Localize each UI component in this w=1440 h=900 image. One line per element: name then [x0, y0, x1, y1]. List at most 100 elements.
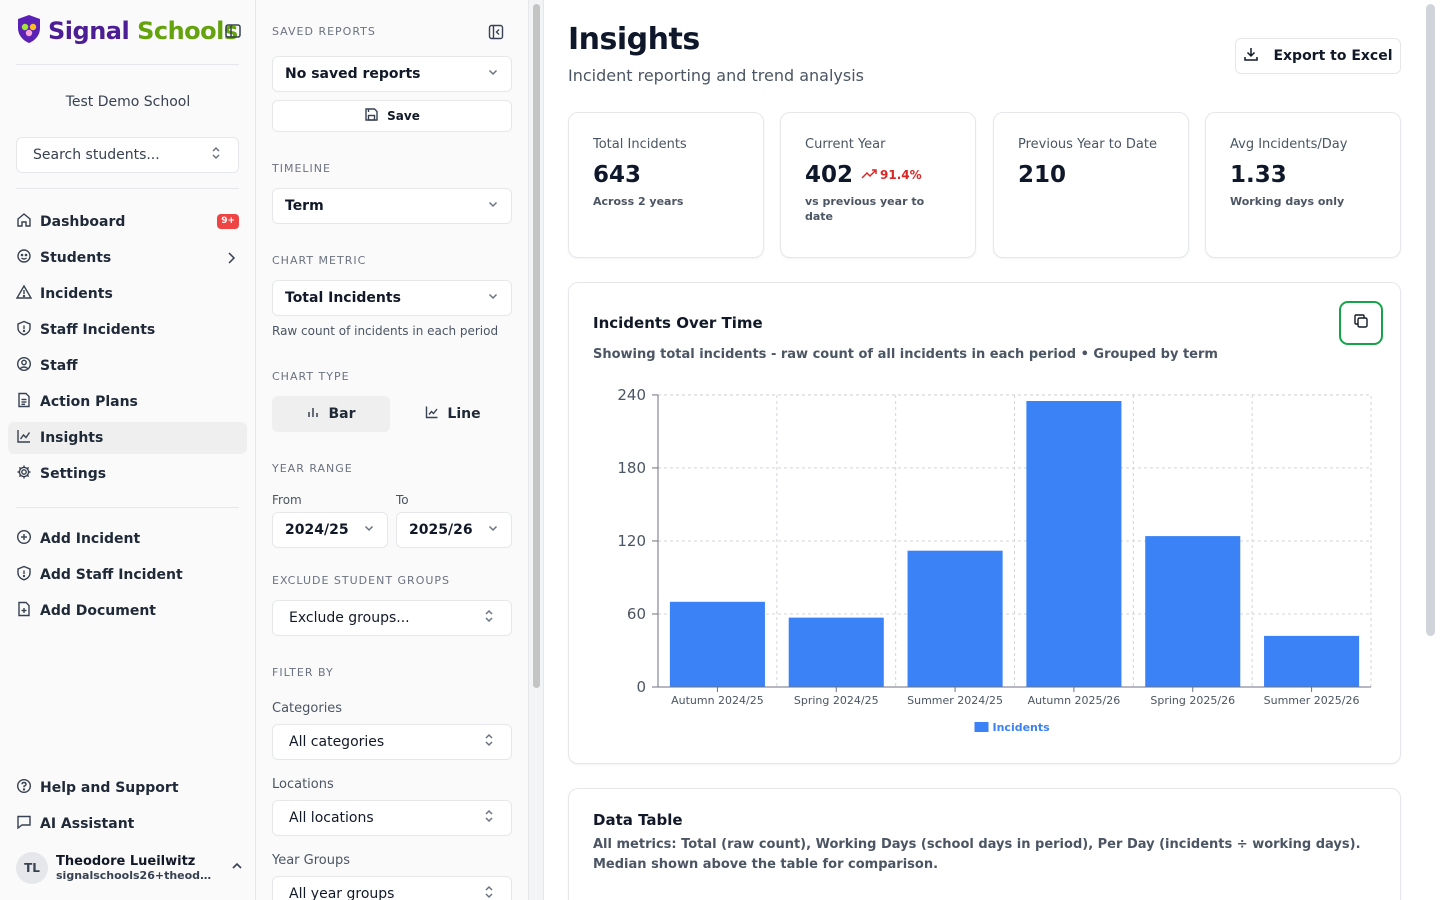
chevron-right-icon [223, 250, 239, 270]
year-to-select[interactable]: 2025/26 [396, 512, 512, 548]
x-tick-label: Summer 2024/25 [907, 694, 1003, 707]
chart-type-bar-toggle[interactable]: Bar [272, 396, 390, 432]
select-value: All locations [289, 810, 374, 826]
incidents-bar-chart: 0 60 120 180 240 Autumn 2024/25 Spring 2024/25… [617, 386, 1372, 734]
nav-label: Add Staff Incident [40, 567, 183, 583]
timeline-select[interactable]: Term [272, 188, 512, 224]
chart-title: Incidents Over Time [593, 314, 763, 332]
trend-indicator: 91.4% [861, 168, 922, 183]
nav-label: Settings [40, 466, 107, 482]
ai-assistant-link[interactable]: AI Assistant [8, 808, 247, 840]
exclude-groups-heading: EXCLUDE STUDENT GROUPS [272, 574, 451, 587]
chevron-down-icon [487, 66, 499, 82]
smile-icon [16, 248, 32, 268]
table-title: Data Table [593, 811, 683, 829]
nav-settings[interactable]: Settings [8, 458, 247, 490]
nav-label: Staff [40, 358, 78, 374]
page-title: Insights [568, 22, 700, 57]
user-menu[interactable]: TL Theodore Lueilwitz signalschools26+th… [16, 848, 244, 888]
saved-reports-select[interactable]: No saved reports [272, 56, 512, 92]
filter-panel: SAVED REPORTS No saved reports Save TIME… [256, 0, 528, 900]
year-from-select[interactable]: 2024/25 [272, 512, 388, 548]
chevron-up-down-icon [483, 885, 495, 900]
nav-staff[interactable]: Staff [8, 350, 247, 382]
copy-chart-button[interactable] [1339, 301, 1383, 345]
to-label: To [396, 493, 409, 507]
nav-dashboard[interactable]: Dashboard 9+ [8, 206, 247, 238]
exclude-groups-combobox[interactable]: Exclude groups... [272, 600, 512, 636]
legend-label: Incidents [993, 721, 1051, 734]
stat-value: 643 [593, 162, 642, 188]
line-chart-icon [16, 428, 32, 448]
main-scrollbar-thumb[interactable] [1426, 4, 1435, 636]
nav-label: AI Assistant [40, 816, 135, 832]
filter-by-heading: FILTER BY [272, 666, 334, 679]
stat-note: Working days only [1230, 195, 1345, 208]
locations-combobox[interactable]: All locations [272, 800, 512, 836]
save-report-button[interactable]: Save [272, 100, 512, 132]
chevron-down-icon [363, 522, 375, 538]
shield-logo-icon [16, 14, 42, 48]
nav-students[interactable]: Students [8, 242, 247, 274]
sidebar-toggle-icon[interactable] [224, 22, 242, 40]
add-incident-link[interactable]: Add Incident [8, 523, 247, 555]
message-square-icon [16, 814, 32, 834]
select-value: Exclude groups... [289, 610, 410, 626]
nav-label: Staff Incidents [40, 322, 156, 338]
timeline-heading: TIMELINE [272, 162, 331, 175]
divider [16, 188, 239, 189]
add-staff-incident-link[interactable]: Add Staff Incident [8, 559, 247, 591]
nav-action-plans[interactable]: Action Plans [8, 386, 247, 418]
home-icon [16, 212, 32, 232]
help-support-link[interactable]: Help and Support [8, 772, 247, 804]
nav-label: Insights [40, 430, 104, 446]
nav-label: Help and Support [40, 780, 179, 796]
main-content: Insights Incident reporting and trend an… [544, 0, 1440, 900]
chevron-up-down-icon [483, 609, 495, 627]
stat-card-avg-per-day: Avg Incidents/Day 1.33 Working days only [1205, 112, 1401, 258]
bar [907, 550, 1003, 687]
x-tick-label: Spring 2024/25 [794, 694, 879, 707]
nav-insights[interactable]: Insights [8, 422, 247, 454]
chart-metric-heading: CHART METRIC [272, 254, 367, 267]
add-document-link[interactable]: Add Document [8, 595, 247, 627]
y-tick-label: 180 [617, 459, 646, 477]
select-value: 2024/25 [285, 522, 349, 538]
chevron-down-icon [487, 198, 499, 214]
chevron-up-down-icon [483, 733, 495, 751]
nav-incidents[interactable]: Incidents [8, 278, 247, 310]
download-icon [1243, 46, 1259, 66]
student-search-combobox[interactable]: Search students... [16, 137, 239, 173]
chevron-up-down-icon [483, 809, 495, 827]
nav-label: Add Document [40, 603, 156, 619]
nav-label: Action Plans [40, 394, 138, 410]
chart-metric-select[interactable]: Total Incidents [272, 280, 512, 316]
page-subtitle: Incident reporting and trend analysis [568, 66, 864, 85]
stat-value: 402 [805, 162, 854, 188]
year-groups-combobox[interactable]: All year groups [272, 876, 512, 900]
y-tick-label: 0 [636, 678, 646, 696]
plus-circle-icon [16, 529, 32, 549]
toggle-label: Bar [328, 406, 356, 422]
categories-combobox[interactable]: All categories [272, 724, 512, 760]
file-plus-icon [16, 601, 32, 621]
chart-type-line-toggle[interactable]: Line [394, 396, 512, 432]
sidebar: Signal Schools Test Demo School Search s… [0, 0, 256, 900]
categories-label: Categories [272, 701, 343, 716]
export-excel-button[interactable]: Export to Excel [1235, 38, 1401, 74]
stat-card-previous-year: Previous Year to Date 210 [993, 112, 1189, 258]
bar [669, 601, 765, 687]
nav-label: Incidents [40, 286, 113, 302]
user-circle-icon [16, 356, 32, 376]
toggle-label: Line [447, 406, 481, 422]
select-value: Total Incidents [285, 290, 401, 306]
chart-type-heading: CHART TYPE [272, 370, 350, 383]
panel-collapse-icon[interactable] [488, 24, 504, 44]
locations-label: Locations [272, 777, 334, 792]
scrollbar-thumb[interactable] [533, 4, 540, 688]
brand-logo[interactable]: Signal Schools [16, 14, 238, 48]
filter-panel-scrollbar[interactable] [528, 0, 544, 900]
y-tick-label: 120 [617, 532, 646, 550]
chevron-down-icon [487, 290, 499, 306]
nav-staff-incidents[interactable]: Staff Incidents [8, 314, 247, 346]
